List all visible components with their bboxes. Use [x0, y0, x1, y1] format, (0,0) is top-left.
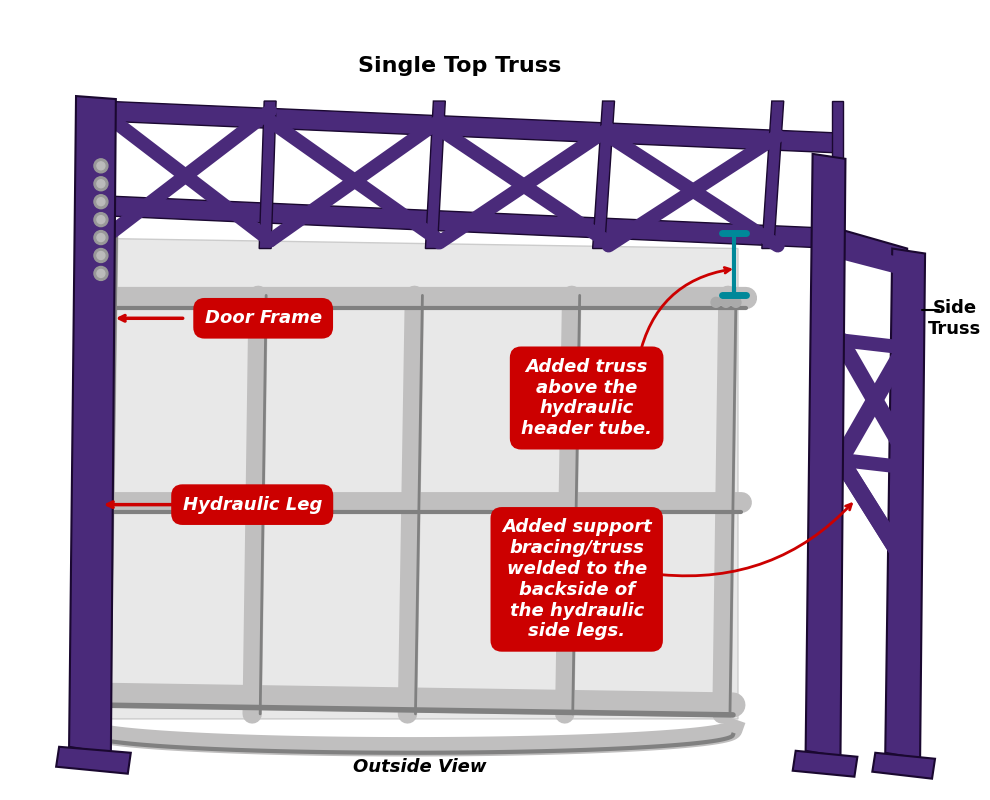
- Text: Added truss
above the
hydraulic
header tube.: Added truss above the hydraulic header t…: [521, 358, 652, 438]
- Polygon shape: [593, 101, 615, 249]
- Circle shape: [94, 266, 108, 281]
- Circle shape: [97, 216, 105, 224]
- Circle shape: [94, 249, 108, 262]
- Circle shape: [94, 213, 108, 226]
- Circle shape: [711, 298, 721, 307]
- Text: Hydraulic Leg: Hydraulic Leg: [182, 496, 322, 514]
- Text: Door Frame: Door Frame: [205, 310, 322, 327]
- Polygon shape: [426, 101, 446, 249]
- Circle shape: [94, 194, 108, 209]
- Polygon shape: [56, 746, 131, 774]
- Circle shape: [97, 180, 105, 188]
- Circle shape: [97, 162, 105, 170]
- Polygon shape: [806, 154, 845, 757]
- Circle shape: [721, 298, 731, 307]
- Polygon shape: [872, 753, 935, 778]
- Polygon shape: [69, 96, 116, 754]
- Polygon shape: [91, 238, 738, 719]
- Circle shape: [97, 270, 105, 278]
- Circle shape: [94, 159, 108, 173]
- Polygon shape: [101, 101, 838, 153]
- Polygon shape: [793, 750, 857, 777]
- Circle shape: [94, 230, 108, 245]
- Circle shape: [97, 234, 105, 242]
- Text: Outside View: Outside View: [352, 758, 486, 776]
- Polygon shape: [259, 101, 276, 249]
- Polygon shape: [762, 101, 784, 249]
- Circle shape: [94, 177, 108, 190]
- Polygon shape: [832, 101, 843, 249]
- Polygon shape: [101, 196, 838, 249]
- Text: Side
Truss: Side Truss: [929, 299, 981, 338]
- Circle shape: [731, 298, 741, 307]
- Circle shape: [97, 251, 105, 259]
- Polygon shape: [95, 101, 107, 249]
- Polygon shape: [838, 229, 907, 269]
- Text: Single Top Truss: Single Top Truss: [357, 56, 561, 76]
- Polygon shape: [885, 249, 925, 758]
- Text: Added support
bracing/truss
welded to the
backside of
the hydraulic
side legs.: Added support bracing/truss welded to th…: [502, 518, 651, 640]
- Circle shape: [97, 198, 105, 206]
